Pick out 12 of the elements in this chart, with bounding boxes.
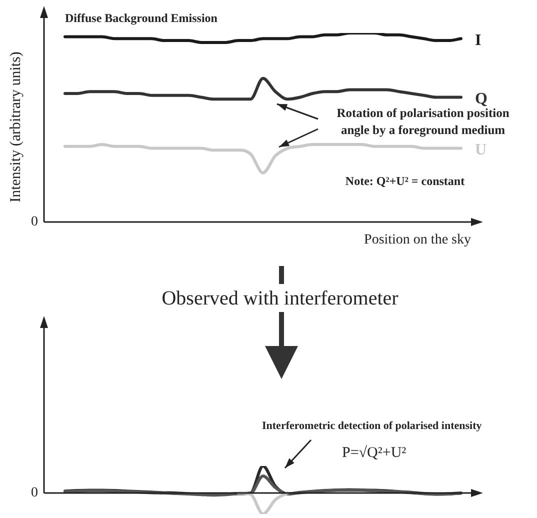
text: P=√Q²+U² xyxy=(342,444,407,461)
x-axis-title: Position on the sky xyxy=(364,232,471,248)
text: 0 xyxy=(31,486,38,501)
chart-title: Diffuse Background Emission xyxy=(65,11,218,25)
text: 0 xyxy=(31,214,38,230)
series-label: Q xyxy=(475,90,488,108)
annotation: Rotation of polarisation position angle by a foreground medium xyxy=(336,106,510,138)
chart-title: Observed with interferometer xyxy=(162,287,399,310)
annotation: Note: Q²+U² = constant xyxy=(345,174,465,188)
text: Interferometric detection of polarised intensity xyxy=(262,420,482,432)
y-axis-title: Intensity (arbitrary units) xyxy=(8,52,24,202)
series-label: I xyxy=(475,32,482,49)
